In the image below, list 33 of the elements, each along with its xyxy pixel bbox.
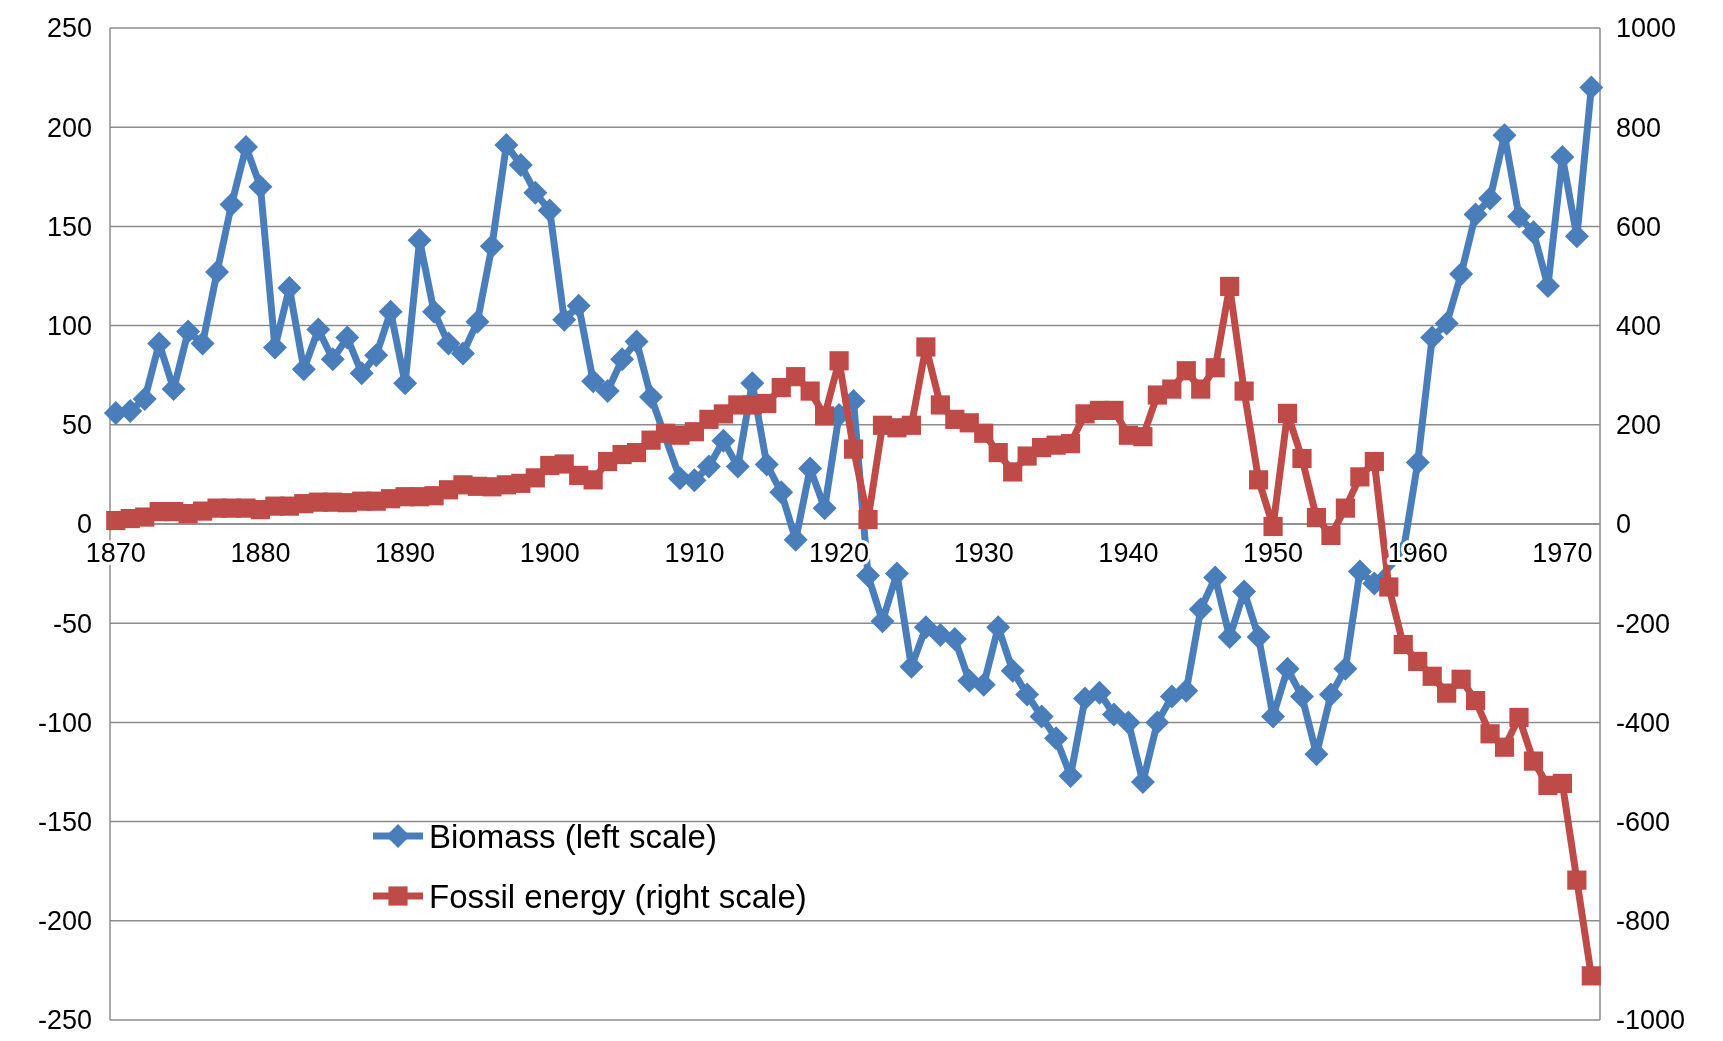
y-tick-label: 0 (76, 509, 92, 540)
y2-tick-label: 200 (1616, 410, 1662, 441)
x-tick-label: 1910 (664, 538, 725, 568)
x-tick-label: 1880 (230, 538, 291, 568)
y-tick-label: -200 (37, 906, 92, 937)
y-tick-label: 50 (61, 410, 92, 441)
y-tick-label: -100 (37, 707, 92, 738)
x-tick-label: 1950 (1243, 538, 1304, 568)
x-tick-label: 1890 (375, 538, 436, 568)
y2-tick-label: -600 (1616, 807, 1671, 838)
x-tick-label: 1870 (85, 538, 146, 568)
y-tick-label: 100 (46, 311, 92, 342)
y2-tick-label: 1000 (1616, 13, 1677, 44)
y-tick-label: -50 (52, 608, 92, 639)
x-tick-label: 1970 (1532, 538, 1593, 568)
y2-tick-label: 400 (1616, 311, 1662, 342)
legend-label: Fossil energy (right scale) (429, 877, 807, 915)
legend-label: Biomass (left scale) (429, 817, 717, 855)
x-tick-label: 1940 (1098, 538, 1159, 568)
y-tick-label: 250 (46, 13, 92, 44)
y2-tick-label: 600 (1616, 211, 1662, 242)
y-tick-label: -250 (37, 1005, 92, 1036)
x-tick-label: 1900 (519, 538, 580, 568)
y2-tick-label: -1000 (1616, 1005, 1686, 1036)
x-tick-label: 1930 (953, 538, 1014, 568)
y2-tick-label: -200 (1616, 608, 1671, 639)
y-tick-label: 200 (46, 112, 92, 143)
y2-tick-label: 0 (1616, 509, 1632, 540)
y-tick-label: -150 (37, 807, 92, 838)
y2-tick-label: -800 (1616, 906, 1671, 937)
y-tick-label: 150 (46, 211, 92, 242)
y2-tick-label: -400 (1616, 707, 1671, 738)
y2-tick-label: 800 (1616, 112, 1662, 143)
